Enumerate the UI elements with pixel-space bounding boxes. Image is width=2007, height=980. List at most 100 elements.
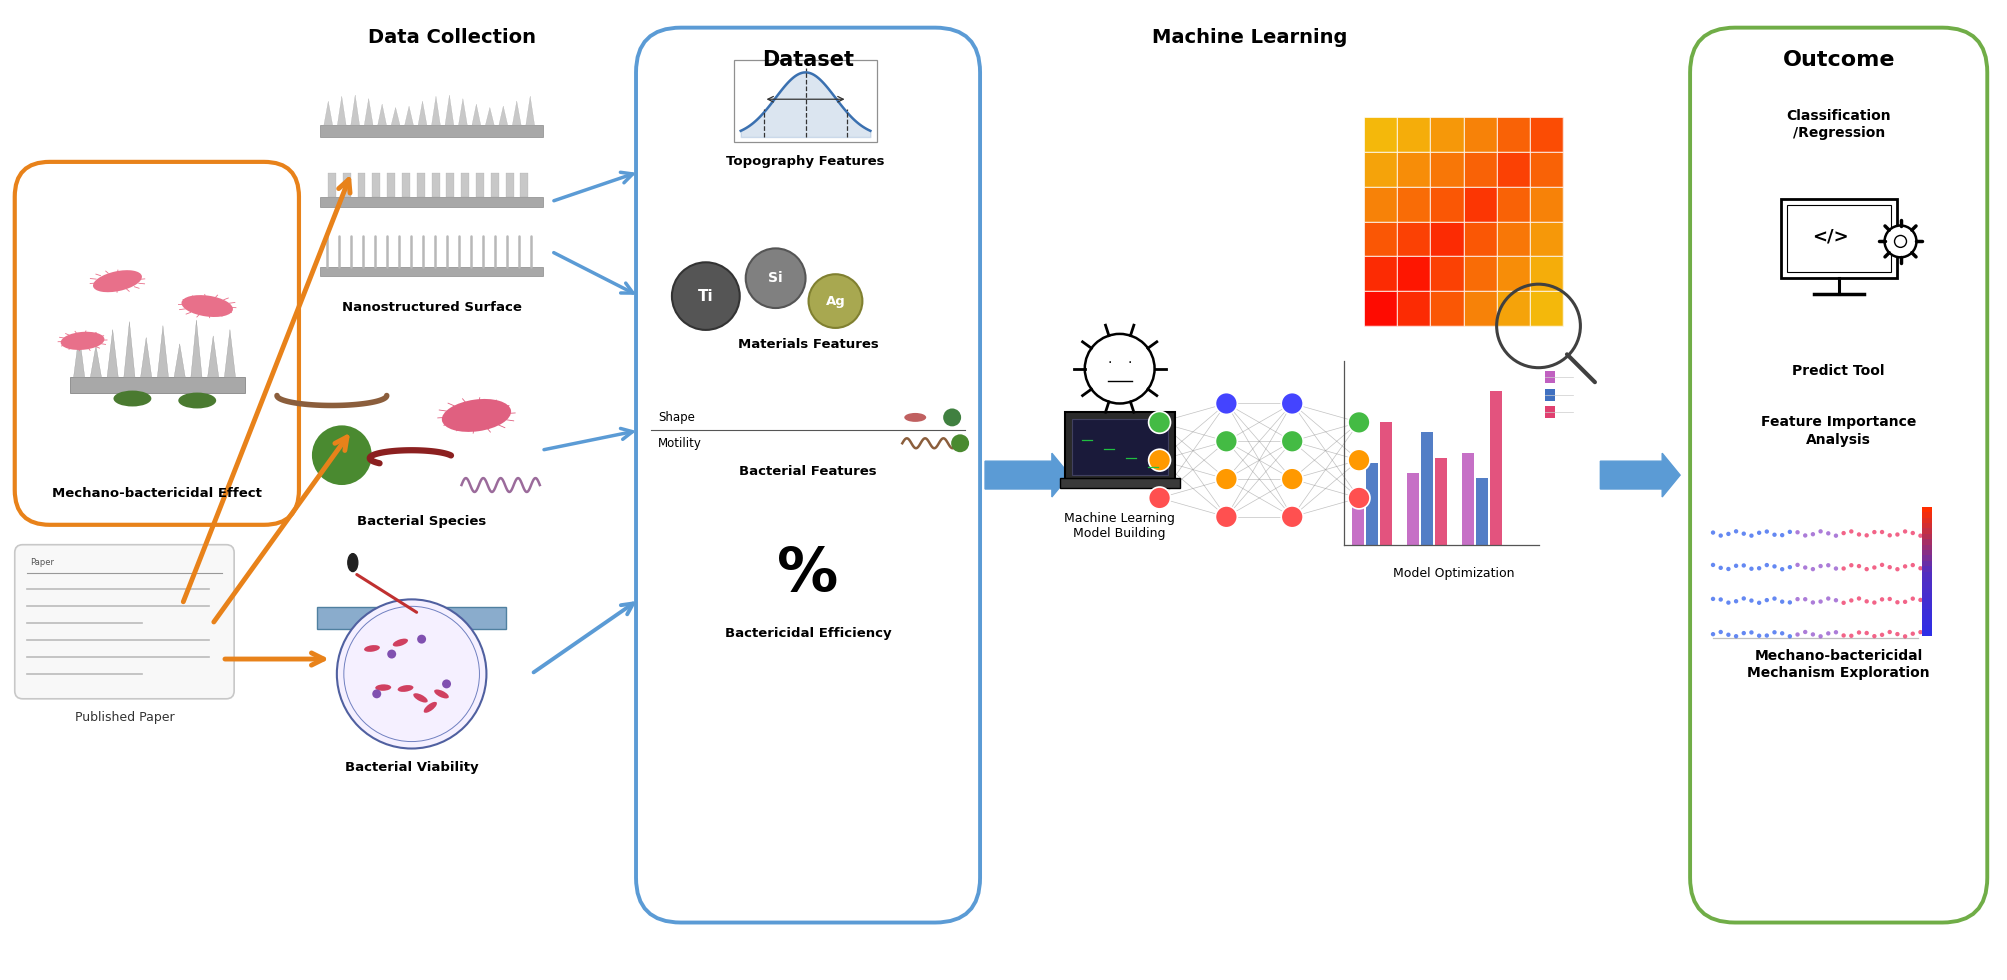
Text: Shape: Shape: [658, 411, 694, 424]
Polygon shape: [526, 96, 534, 125]
Polygon shape: [124, 321, 134, 377]
Bar: [1397, 187, 1429, 221]
Bar: [1921, 566, 1931, 571]
Circle shape: [1887, 630, 1891, 634]
Polygon shape: [175, 344, 185, 377]
Circle shape: [1840, 531, 1844, 535]
Bar: [1475, 478, 1487, 545]
Bar: [1463, 118, 1497, 152]
Circle shape: [1740, 631, 1746, 635]
Circle shape: [1778, 600, 1784, 604]
Circle shape: [1148, 487, 1170, 509]
Ellipse shape: [363, 645, 379, 652]
Text: Published Paper: Published Paper: [74, 710, 175, 724]
Polygon shape: [417, 101, 427, 125]
Circle shape: [1726, 601, 1730, 605]
Text: Classification
/Regression: Classification /Regression: [1786, 109, 1891, 140]
Bar: [1497, 291, 1529, 326]
Circle shape: [371, 689, 381, 699]
Circle shape: [1903, 600, 1907, 604]
Circle shape: [1856, 596, 1860, 601]
Bar: [371, 173, 379, 197]
Circle shape: [1840, 601, 1844, 605]
Bar: [1780, 199, 1895, 278]
Circle shape: [1778, 533, 1784, 537]
Circle shape: [1214, 393, 1236, 415]
Bar: [432, 173, 440, 197]
Bar: [446, 173, 454, 197]
Ellipse shape: [181, 295, 233, 317]
Bar: [1363, 118, 1397, 152]
FancyBboxPatch shape: [14, 545, 235, 699]
Circle shape: [1917, 533, 1921, 538]
Text: Outcome: Outcome: [1782, 50, 1895, 70]
Polygon shape: [207, 336, 219, 377]
Circle shape: [1887, 597, 1891, 601]
Bar: [1921, 577, 1931, 582]
Polygon shape: [337, 96, 345, 125]
FancyBboxPatch shape: [14, 162, 299, 525]
Circle shape: [1903, 564, 1907, 568]
Circle shape: [1084, 334, 1154, 404]
Polygon shape: [363, 99, 373, 125]
FancyBboxPatch shape: [636, 27, 979, 922]
Bar: [1497, 221, 1529, 257]
Bar: [1463, 257, 1497, 291]
Bar: [476, 173, 484, 197]
Circle shape: [1917, 630, 1921, 634]
Circle shape: [1710, 632, 1714, 636]
Circle shape: [1756, 633, 1760, 638]
Circle shape: [1810, 601, 1814, 605]
Bar: [1921, 517, 1931, 523]
Polygon shape: [498, 106, 508, 125]
Bar: [733, 61, 877, 142]
Circle shape: [1756, 530, 1760, 535]
Circle shape: [943, 409, 961, 426]
Polygon shape: [432, 96, 440, 125]
Circle shape: [1856, 564, 1860, 568]
Circle shape: [337, 600, 486, 749]
Circle shape: [1718, 565, 1722, 570]
Circle shape: [1778, 631, 1784, 635]
Circle shape: [1794, 563, 1798, 567]
Ellipse shape: [434, 690, 450, 699]
Ellipse shape: [903, 413, 925, 421]
Circle shape: [1710, 530, 1714, 535]
Circle shape: [1764, 563, 1768, 567]
Circle shape: [1772, 597, 1776, 601]
Bar: [1786, 205, 1891, 272]
Circle shape: [1818, 600, 1822, 604]
Bar: [1497, 118, 1529, 152]
Polygon shape: [323, 101, 333, 125]
Bar: [1365, 463, 1377, 545]
Text: Materials Features: Materials Features: [737, 338, 877, 351]
Circle shape: [1786, 634, 1790, 638]
Polygon shape: [391, 108, 399, 125]
Bar: [1429, 187, 1463, 221]
Bar: [319, 267, 544, 276]
Bar: [506, 173, 514, 197]
Bar: [1429, 118, 1463, 152]
Circle shape: [1840, 633, 1844, 638]
Circle shape: [1848, 634, 1852, 638]
Bar: [1397, 221, 1429, 257]
Circle shape: [1148, 449, 1170, 471]
Circle shape: [1903, 529, 1907, 534]
Bar: [1921, 556, 1931, 561]
Circle shape: [1856, 532, 1860, 537]
FancyArrow shape: [985, 453, 1070, 497]
Bar: [1363, 291, 1397, 326]
Circle shape: [1726, 532, 1730, 536]
Polygon shape: [140, 337, 153, 377]
Text: Mechano-bactericidal Effect: Mechano-bactericidal Effect: [52, 487, 261, 500]
Bar: [1921, 571, 1931, 577]
Circle shape: [1871, 530, 1877, 534]
Text: Feature Importance
Analysis: Feature Importance Analysis: [1760, 416, 1915, 447]
Circle shape: [1895, 532, 1899, 537]
Circle shape: [1772, 564, 1776, 568]
Circle shape: [1786, 529, 1790, 534]
Text: Dataset: Dataset: [763, 50, 853, 70]
Bar: [1463, 291, 1497, 326]
Circle shape: [1832, 630, 1836, 634]
Circle shape: [1732, 529, 1738, 533]
